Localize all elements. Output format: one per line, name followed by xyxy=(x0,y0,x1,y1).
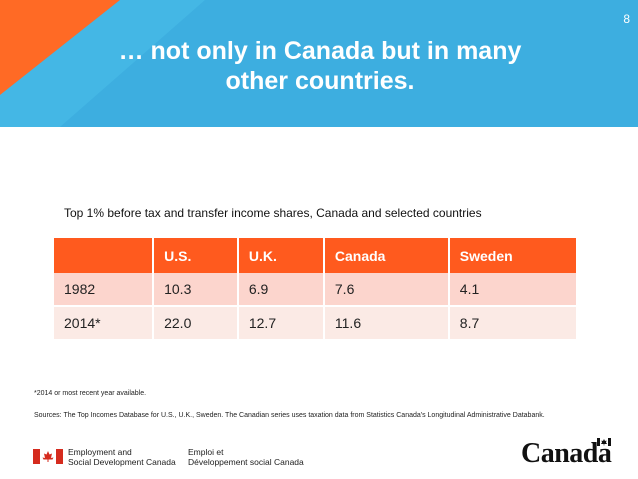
table-cell: 8.7 xyxy=(447,305,576,339)
slide-header: 8 … not only in Canada but in many other… xyxy=(0,0,638,127)
canada-wordmark: Canada xyxy=(521,438,612,469)
slide-title-line-1: … not only in Canada but in many xyxy=(118,37,522,65)
header-cell-empty xyxy=(54,238,154,273)
slide-title-line-2: other countries. xyxy=(225,67,415,95)
table-cell: 12.7 xyxy=(236,305,324,339)
header-cell-canada: Canada xyxy=(322,238,449,273)
table-cell: 11.6 xyxy=(322,305,449,339)
department-name-french: Emploi et Développement social Canada xyxy=(188,447,304,467)
income-share-table: U.S. U.K. Canada Sweden 1982 10.3 6.9 7.… xyxy=(54,238,576,339)
table-cell: 1982 xyxy=(54,273,154,306)
header-cell-sweden: Sweden xyxy=(447,238,576,273)
table-cell: 7.6 xyxy=(322,273,449,306)
footnote: *2014 or most recent year available. xyxy=(34,390,147,397)
dept-en-line-1: Employment and xyxy=(68,447,132,457)
wordmark-flag-icon xyxy=(597,438,611,446)
table-cell: 10.3 xyxy=(152,273,238,306)
department-name-english: Employment and Social Development Canada xyxy=(68,447,176,467)
dept-fr-line-2: Développement social Canada xyxy=(188,457,304,467)
table-row: 1982 10.3 6.9 7.6 4.1 xyxy=(54,273,576,306)
header-cell-uk: U.K. xyxy=(236,238,324,273)
table-cell: 4.1 xyxy=(447,273,576,306)
page-number: 8 xyxy=(623,12,630,26)
table-header-row: U.S. U.K. Canada Sweden xyxy=(54,238,576,273)
table-cell: 2014* xyxy=(54,305,154,339)
canada-flag-icon xyxy=(33,449,63,464)
slide-title: … not only in Canada but in many other c… xyxy=(40,36,600,96)
table-cell: 6.9 xyxy=(236,273,324,306)
table-row: 2014* 22.0 12.7 11.6 8.7 xyxy=(54,305,576,339)
header-decoration xyxy=(0,0,205,127)
dept-en-line-2: Social Development Canada xyxy=(68,457,176,467)
dept-fr-line-1: Emploi et xyxy=(188,447,224,457)
table-caption: Top 1% before tax and transfer income sh… xyxy=(64,206,482,220)
sources-note: Sources: The Top Incomes Database for U.… xyxy=(34,412,545,419)
table-cell: 22.0 xyxy=(152,305,238,339)
header-cell-us: U.S. xyxy=(152,238,238,273)
